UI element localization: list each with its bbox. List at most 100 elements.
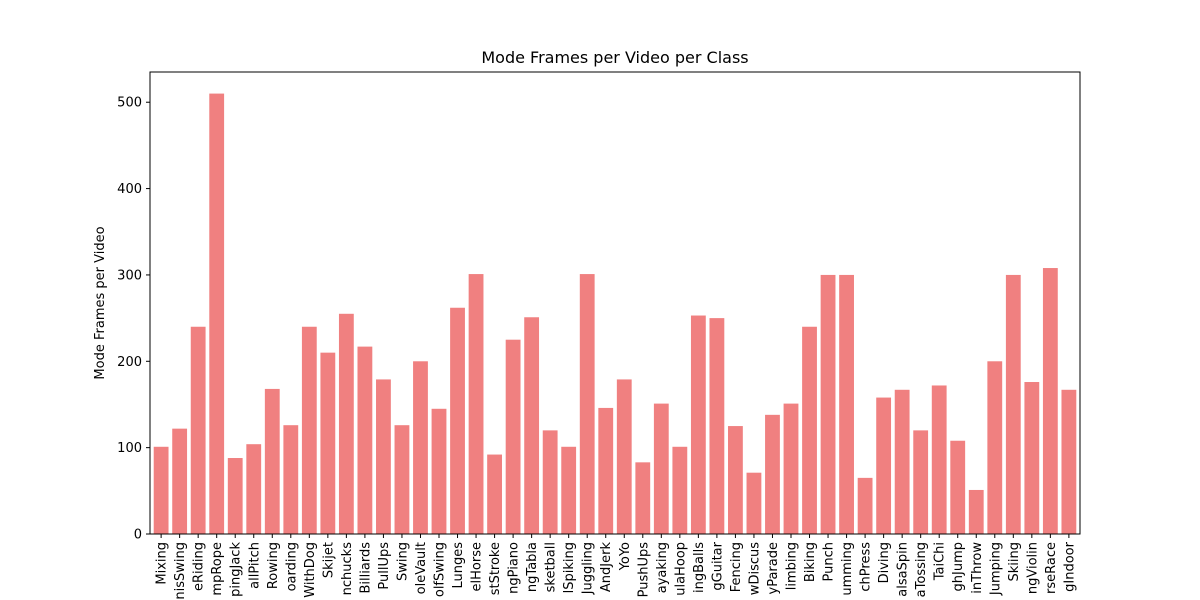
bar-30 (709, 318, 725, 534)
bar-16 (450, 307, 465, 534)
x-tick-label: YoYo (618, 542, 633, 571)
bar-21 (542, 430, 558, 534)
x-tick-label: ayaking (655, 542, 670, 593)
bar-4 (227, 458, 243, 534)
x-tick-label: WithDog (303, 542, 318, 598)
bars-layer (153, 93, 1077, 534)
bar-1 (172, 428, 188, 534)
x-tick-label: rseRace (1044, 542, 1059, 594)
y-tick-label: 100 (117, 441, 142, 456)
bar-19 (505, 339, 521, 534)
y-tick-label: 300 (117, 268, 142, 283)
bar-37 (839, 274, 854, 534)
bar-44 (968, 489, 984, 534)
bar-39 (876, 397, 892, 534)
x-tick-label: eRiding (192, 542, 207, 591)
x-tick-label: Jumping (988, 542, 1003, 596)
x-tick-label: umming (840, 542, 855, 596)
x-tick-label: nisSwing (173, 542, 188, 600)
y-tick-label: 500 (117, 96, 142, 111)
x-tick-label: TaiChi (933, 542, 948, 581)
bar-25 (616, 379, 632, 534)
y-axis-title: Mode Frames per Video (93, 226, 108, 379)
x-axis-ticks: Mixing nisSwing eRiding mpRope pingJack allPi… (155, 534, 1077, 600)
bar-17 (468, 274, 484, 534)
bar-23 (579, 274, 595, 534)
bar-9 (320, 352, 336, 534)
x-tick-label: Billiards (358, 542, 373, 594)
bar-6 (264, 388, 280, 534)
bar-34 (783, 403, 799, 534)
bar-7 (283, 425, 299, 534)
bar-41 (913, 430, 929, 534)
y-tick-label: 400 (117, 182, 142, 197)
x-tick-label: gIndoor (1062, 541, 1077, 591)
x-tick-label: aTossing (914, 542, 929, 597)
x-tick-label: ngPiano (507, 542, 522, 594)
x-tick-label: Skiing (1007, 542, 1022, 582)
x-tick-label: inThrow (970, 542, 985, 594)
bar-2 (190, 326, 206, 534)
bar-14 (413, 361, 428, 534)
bar-33 (765, 414, 780, 534)
x-tick-label: Fencing (729, 542, 744, 592)
x-tick-label: yParade (766, 542, 781, 594)
x-tick-label: PushUps (636, 542, 651, 598)
bar-0 (153, 446, 169, 534)
x-tick-label: Juggling (581, 542, 596, 595)
y-tick-label: 0 (134, 528, 142, 543)
x-tick-label: Biking (803, 542, 818, 582)
x-tick-label: elHorse (470, 542, 485, 591)
bar-12 (376, 379, 391, 534)
bar-49 (1061, 389, 1077, 534)
bar-38 (857, 477, 873, 534)
x-tick-label: ngViolin (1025, 542, 1040, 594)
bar-18 (487, 454, 502, 534)
bar-42 (931, 385, 947, 534)
x-tick-label: ingBalls (692, 542, 707, 593)
bar-47 (1024, 382, 1040, 534)
bar-29 (690, 315, 706, 534)
bar-40 (894, 389, 910, 534)
x-tick-label: oleVault (414, 542, 429, 594)
x-tick-label: chPress (859, 542, 874, 592)
plot-frame (149, 71, 1081, 535)
bar-36 (820, 274, 836, 534)
x-tick-label: limbing (785, 542, 800, 590)
x-tick-label: Rowing (266, 542, 281, 589)
x-tick-label: mpRope (210, 542, 225, 596)
x-tick-label: pingJack (229, 542, 244, 597)
bar-22 (561, 446, 577, 534)
bar-46 (1005, 274, 1021, 534)
x-tick-label: Diving (877, 542, 892, 583)
chart-title: Mode Frames per Video per Class (481, 48, 748, 67)
bar-26 (635, 462, 651, 534)
x-tick-label: olfSwing (433, 542, 448, 597)
x-tick-label: alsaSpin (896, 542, 911, 597)
x-tick-label: Swing (395, 542, 410, 581)
bar-11 (357, 346, 373, 534)
x-tick-label: allPitch (247, 542, 262, 589)
bar-15 (431, 408, 447, 534)
x-tick-label: oarding (284, 542, 299, 591)
bar-13 (394, 425, 410, 534)
x-tick-label: sketball (544, 542, 559, 592)
x-tick-label: AndJerk (599, 542, 614, 593)
bar-27 (653, 403, 669, 534)
x-tick-label: Mixing (155, 542, 170, 585)
bar-28 (672, 446, 688, 534)
bar-32 (746, 472, 762, 534)
x-tick-label: stStroke (488, 542, 503, 595)
x-tick-label: PullUps (377, 542, 392, 590)
x-tick-label: Lunges (451, 542, 466, 589)
x-tick-label: gGuitar (710, 541, 725, 590)
x-tick-label: ghJump (951, 542, 966, 591)
x-tick-label: Punch (822, 542, 837, 581)
bar-35 (802, 326, 817, 534)
bar-10 (338, 313, 354, 534)
x-tick-label: nchucks (340, 542, 355, 596)
y-tick-label: 200 (117, 355, 142, 370)
bar-31 (728, 426, 743, 534)
bar-3 (209, 93, 225, 534)
